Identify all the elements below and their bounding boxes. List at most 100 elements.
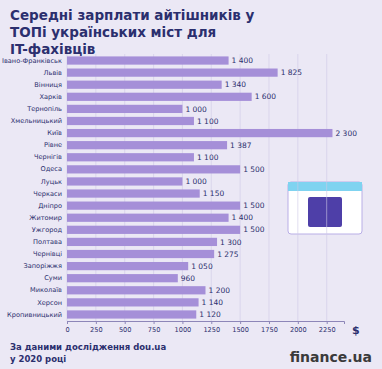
x-tick-mark <box>182 321 183 324</box>
y-tick: Кропивницький <box>7 311 64 319</box>
data-label: 1 150 <box>203 189 225 198</box>
x-tick-label: 1750 <box>261 326 278 334</box>
x-tick: 1250 <box>203 321 220 334</box>
y-tick-label: Івано-Франківськ <box>2 57 62 65</box>
y-tick-label: Вінниця <box>34 81 62 89</box>
source-note: За даними дослідження dou.ua <box>10 342 166 352</box>
bar <box>67 105 182 113</box>
bar <box>67 93 252 101</box>
y-tick-label: Херсон <box>37 298 62 306</box>
y-tick-label: Львів <box>44 69 63 77</box>
bar <box>67 141 227 149</box>
y-tick: Чернівці <box>33 250 64 258</box>
y-tick-label: Житомир <box>29 214 62 222</box>
x-tick: 0 <box>65 321 69 334</box>
data-label: 1 400 <box>232 213 254 222</box>
x-tick-mark <box>298 321 299 324</box>
x-axis-line <box>68 322 345 325</box>
x-tick-label: 0 <box>65 326 69 334</box>
y-tick: Миколаїв <box>30 286 64 294</box>
bar <box>67 81 222 89</box>
brand: finance.ua <box>290 349 372 365</box>
bar <box>67 189 200 197</box>
x-tick: 1750 <box>261 321 278 334</box>
data-label: 1 275 <box>217 250 239 259</box>
y-tick: Київ <box>47 129 64 137</box>
data-label: 1 100 <box>197 117 219 126</box>
data-label: 1 050 <box>191 262 213 271</box>
title: Середні зарплати айтішників уТОПі україн… <box>10 7 255 57</box>
x-tick-label: 2000 <box>290 326 307 334</box>
data-label: 1 200 <box>209 286 231 295</box>
bar <box>67 262 188 270</box>
bar <box>67 153 194 161</box>
y-tick: Тернопіль <box>26 105 64 113</box>
grid-line <box>326 54 327 321</box>
y-tick-label: Запоріжжя <box>24 262 63 270</box>
x-tick: 750 <box>148 321 161 334</box>
x-tick-mark <box>269 321 270 324</box>
y-tick-label: Тернопіль <box>26 105 62 113</box>
y-tick: Івано-Франківськ <box>2 57 64 65</box>
y-tick: Чернігів <box>34 153 64 161</box>
grid <box>67 54 327 321</box>
y-tick-label: Черкаси <box>33 190 62 198</box>
bar <box>67 56 229 64</box>
bar <box>67 129 332 137</box>
x-tick-label: 750 <box>148 326 161 334</box>
background <box>0 0 382 369</box>
data-label: 1 500 <box>243 225 265 234</box>
y-tick-label: Луцьк <box>41 178 62 186</box>
y-tick: Херсон <box>37 298 64 306</box>
y-tick: Вінниця <box>34 81 64 89</box>
data-label: 1 340 <box>225 80 247 89</box>
y-tick: Одеса <box>41 165 64 173</box>
x-tick: 250 <box>90 321 103 334</box>
y-tick: Луцьк <box>41 178 64 186</box>
x-tick-label: 1500 <box>232 326 249 334</box>
data-label: 960 <box>181 274 196 283</box>
x-tick: 500 <box>119 321 132 334</box>
x-tick-mark <box>327 321 328 324</box>
bar <box>67 298 199 306</box>
x-tick-label: 1000 <box>175 326 192 334</box>
data-label: 1 100 <box>197 153 219 162</box>
data-label: 1 000 <box>185 177 207 186</box>
bar <box>67 69 278 77</box>
data-label: 1 140 <box>202 298 224 307</box>
y-tick-label: Миколаїв <box>30 286 62 294</box>
y-tick-label: Харків <box>40 93 63 101</box>
code-window <box>288 182 362 234</box>
x-tick: 2000 <box>290 321 307 334</box>
x-tick: 2250 <box>319 321 336 334</box>
bar <box>67 214 229 222</box>
x-tick-label: 250 <box>90 326 103 334</box>
x-axis-title: $ <box>352 324 360 337</box>
x-tick-mark <box>125 321 126 324</box>
bar <box>67 117 194 125</box>
bar <box>67 286 206 294</box>
bar <box>67 226 240 234</box>
data-label: 1 300 <box>220 238 242 247</box>
y-tick-label: Київ <box>47 129 62 137</box>
y-tick: Дніпро <box>38 202 64 210</box>
y-tick-label: Рівне <box>44 141 62 149</box>
grid-line <box>297 54 298 321</box>
y-tick-label: Чернігів <box>34 153 62 161</box>
x-tick-label: 500 <box>119 326 132 334</box>
y-tick-label: Хмельницький <box>11 117 62 125</box>
bar <box>67 274 178 282</box>
y-tick: Черкаси <box>33 190 64 198</box>
chart: Середні зарплати айтішників уТОПі україн… <box>0 0 382 369</box>
x-tick-mark <box>67 321 68 324</box>
y-tick: Ужгород <box>32 226 64 234</box>
x-tick-label: 1250 <box>203 326 220 334</box>
x-tick: 1500 <box>232 321 249 334</box>
data-label: 1 600 <box>255 92 277 101</box>
data-label: 1 120 <box>199 310 221 319</box>
bar <box>67 165 240 173</box>
data-label: 1 500 <box>243 165 265 174</box>
y-tick: Полтава <box>33 238 64 246</box>
x-axis: 0 250 500 750 1000 1250 1500 1750 2000 2250 <box>65 321 344 334</box>
x-tick-label: 2250 <box>319 326 336 334</box>
